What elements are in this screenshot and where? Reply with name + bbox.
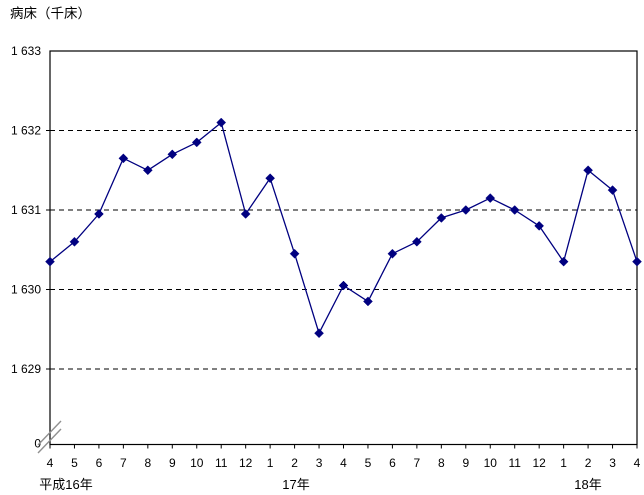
x-axis-label: 1 [560,456,567,470]
x-axis-label: 11 [215,456,228,470]
x-axis-label: 6 [96,456,103,470]
x-axis-label: 12 [532,456,546,470]
data-point-marker [289,248,300,259]
data-point-marker [460,205,471,215]
data-point-marker [338,280,349,291]
data-point-marker [607,185,618,195]
y-axis-label: 1 632 [11,124,41,138]
axis-break-icon [37,428,62,454]
x-axis-label: 2 [291,456,298,470]
x-axis-label: 11 [508,456,521,470]
axis-break-icon [37,420,62,446]
data-point-marker [363,296,373,307]
x-axis-label: 5 [365,456,372,470]
era-label: 平成16年 [39,477,92,492]
data-point-marker [191,137,202,148]
x-axis-label: 7 [120,456,127,470]
era-label: 17年 [282,477,309,492]
data-point-marker [167,149,178,160]
x-axis-label: 12 [239,456,253,470]
data-point-marker [485,193,496,203]
series-line [49,121,638,334]
data-point-marker [69,236,80,247]
chart-title: 病床（千床） [10,6,91,21]
data-point-marker [632,256,642,267]
x-axis-label: 10 [190,456,204,470]
data-point-marker [240,209,251,219]
data-point-marker [118,153,129,164]
x-axis-label: 2 [585,456,592,470]
x-axis-label: 6 [389,456,396,470]
data-point-marker [509,205,520,215]
data-point-marker [583,165,593,176]
data-point-marker [142,165,153,176]
x-axis-label: 9 [169,456,176,470]
x-axis-label: 8 [438,456,445,470]
data-point-marker [558,256,569,267]
data-point-marker [436,213,447,223]
x-axis-label: 3 [316,456,323,470]
data-point-marker [314,328,324,339]
x-axis-label: 9 [462,456,469,470]
data-point-marker [265,173,275,184]
data-point-marker [387,248,398,259]
x-axis-label: 8 [144,456,151,470]
data-point-marker [45,256,55,267]
axis-frame [49,50,638,446]
x-axis-label: 1 [267,456,274,470]
y-axis-label: 1 630 [11,283,41,297]
y-axis-label: 1 629 [11,362,41,376]
y-axis-label: 1 633 [11,44,41,58]
x-axis-label: 5 [71,456,78,470]
era-label: 18年 [574,477,601,492]
data-point-marker [216,117,227,128]
x-axis-label: 4 [47,456,54,470]
y-axis-label: 0 [34,437,41,451]
data-point-marker [94,209,104,219]
data-point-marker [534,221,545,231]
x-axis-label: 4 [340,456,347,470]
x-axis-label: 10 [484,456,498,470]
data-point-marker [412,236,422,247]
x-axis-label: 3 [609,456,616,470]
x-axis-label: 4 [634,456,641,470]
x-axis-label: 7 [414,456,421,470]
y-axis-label: 1 631 [11,203,41,217]
